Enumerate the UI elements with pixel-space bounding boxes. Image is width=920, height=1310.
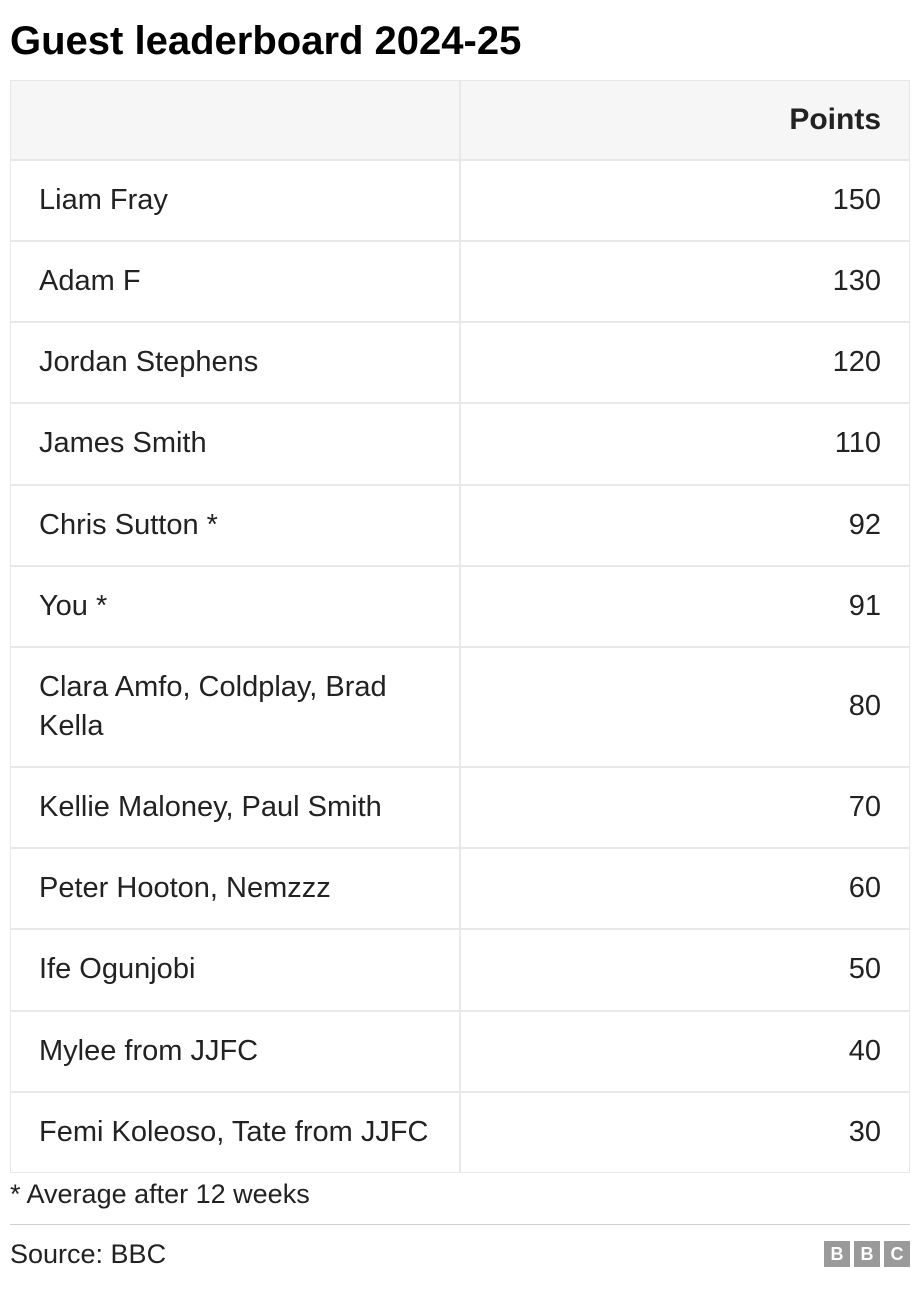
cell-points: 40 xyxy=(460,1011,910,1092)
table-row: You *91 xyxy=(10,566,910,647)
cell-name: Ife Ogunjobi xyxy=(10,929,460,1010)
cell-points: 70 xyxy=(460,767,910,848)
source-label: Source: BBC xyxy=(10,1239,166,1270)
cell-name: Adam F xyxy=(10,241,460,322)
table-row: Chris Sutton *92 xyxy=(10,485,910,566)
table-row: Adam F130 xyxy=(10,241,910,322)
cell-points: 150 xyxy=(460,160,910,241)
cell-points: 130 xyxy=(460,241,910,322)
cell-name: Clara Amfo, Coldplay, Brad Kella xyxy=(10,647,460,767)
table-body: Liam Fray150Adam F130Jordan Stephens120J… xyxy=(10,160,910,1173)
cell-name: Mylee from JJFC xyxy=(10,1011,460,1092)
column-header-points: Points xyxy=(460,80,910,160)
cell-points: 110 xyxy=(460,403,910,484)
cell-points: 50 xyxy=(460,929,910,1010)
cell-name: You * xyxy=(10,566,460,647)
table-row: Clara Amfo, Coldplay, Brad Kella80 xyxy=(10,647,910,767)
column-header-name xyxy=(10,80,460,160)
page-title: Guest leaderboard 2024-25 xyxy=(10,10,910,80)
cell-name: Femi Koleoso, Tate from JJFC xyxy=(10,1092,460,1173)
bbc-logo-block: C xyxy=(884,1241,910,1267)
table-row: James Smith110 xyxy=(10,403,910,484)
table-header-row: Points xyxy=(10,80,910,160)
table-row: Liam Fray150 xyxy=(10,160,910,241)
table-row: Jordan Stephens120 xyxy=(10,322,910,403)
bbc-logo-block: B xyxy=(854,1241,880,1267)
cell-points: 60 xyxy=(460,848,910,929)
table-row: Peter Hooton, Nemzzz60 xyxy=(10,848,910,929)
bbc-logo-block: B xyxy=(824,1241,850,1267)
table-row: Mylee from JJFC40 xyxy=(10,1011,910,1092)
cell-points: 91 xyxy=(460,566,910,647)
cell-name: James Smith xyxy=(10,403,460,484)
leaderboard-table: Points Liam Fray150Adam F130Jordan Steph… xyxy=(10,80,910,1173)
bbc-logo: B B C xyxy=(824,1241,910,1267)
cell-points: 92 xyxy=(460,485,910,566)
cell-name: Peter Hooton, Nemzzz xyxy=(10,848,460,929)
table-row: Femi Koleoso, Tate from JJFC30 xyxy=(10,1092,910,1173)
cell-name: Liam Fray xyxy=(10,160,460,241)
source-row: Source: BBC B B C xyxy=(10,1224,910,1280)
cell-name: Kellie Maloney, Paul Smith xyxy=(10,767,460,848)
cell-points: 120 xyxy=(460,322,910,403)
cell-points: 30 xyxy=(460,1092,910,1173)
cell-name: Chris Sutton * xyxy=(10,485,460,566)
footnote: * Average after 12 weeks xyxy=(10,1173,910,1220)
cell-name: Jordan Stephens xyxy=(10,322,460,403)
table-row: Kellie Maloney, Paul Smith70 xyxy=(10,767,910,848)
cell-points: 80 xyxy=(460,647,910,767)
table-row: Ife Ogunjobi50 xyxy=(10,929,910,1010)
